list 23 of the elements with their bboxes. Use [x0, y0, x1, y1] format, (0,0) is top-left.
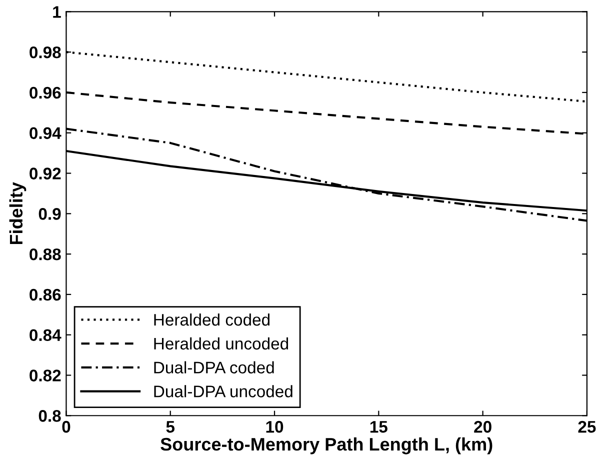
y-tick-label: 0.98	[30, 46, 61, 58]
y-axis-title: Fidelity	[9, 182, 26, 244]
x-tick-label: 20	[474, 420, 492, 433]
x-tick-label: 0	[62, 420, 70, 433]
y-tick-label: 0.86	[30, 288, 61, 301]
y-tick-label: 0.8	[38, 410, 61, 422]
legend-label: Heralded coded	[154, 313, 270, 326]
x-axis-title: Source-to-Memory Path Length L, (km)	[160, 437, 492, 454]
legend-label: Dual-DPA uncoded	[154, 385, 292, 398]
y-tick-label: 0.82	[30, 370, 61, 382]
x-tick-label: 25	[578, 420, 596, 433]
legend-label: Heralded uncoded	[154, 337, 288, 350]
y-tick-label: 0.94	[30, 127, 62, 140]
y-tick-label: 0.96	[30, 86, 61, 99]
legend-label: Dual-DPA coded	[154, 361, 274, 374]
y-tick-label: 0.92	[30, 168, 61, 180]
y-tick-label: 0.9	[38, 208, 61, 220]
y-tick-label: 0.88	[30, 248, 61, 260]
y-tick-label: 0.84	[30, 329, 62, 342]
y-tick-label: 1	[53, 6, 61, 18]
x-tick-label: 15	[370, 421, 388, 433]
x-tick-label: 10	[266, 420, 284, 433]
x-tick-label: 5	[166, 421, 175, 433]
